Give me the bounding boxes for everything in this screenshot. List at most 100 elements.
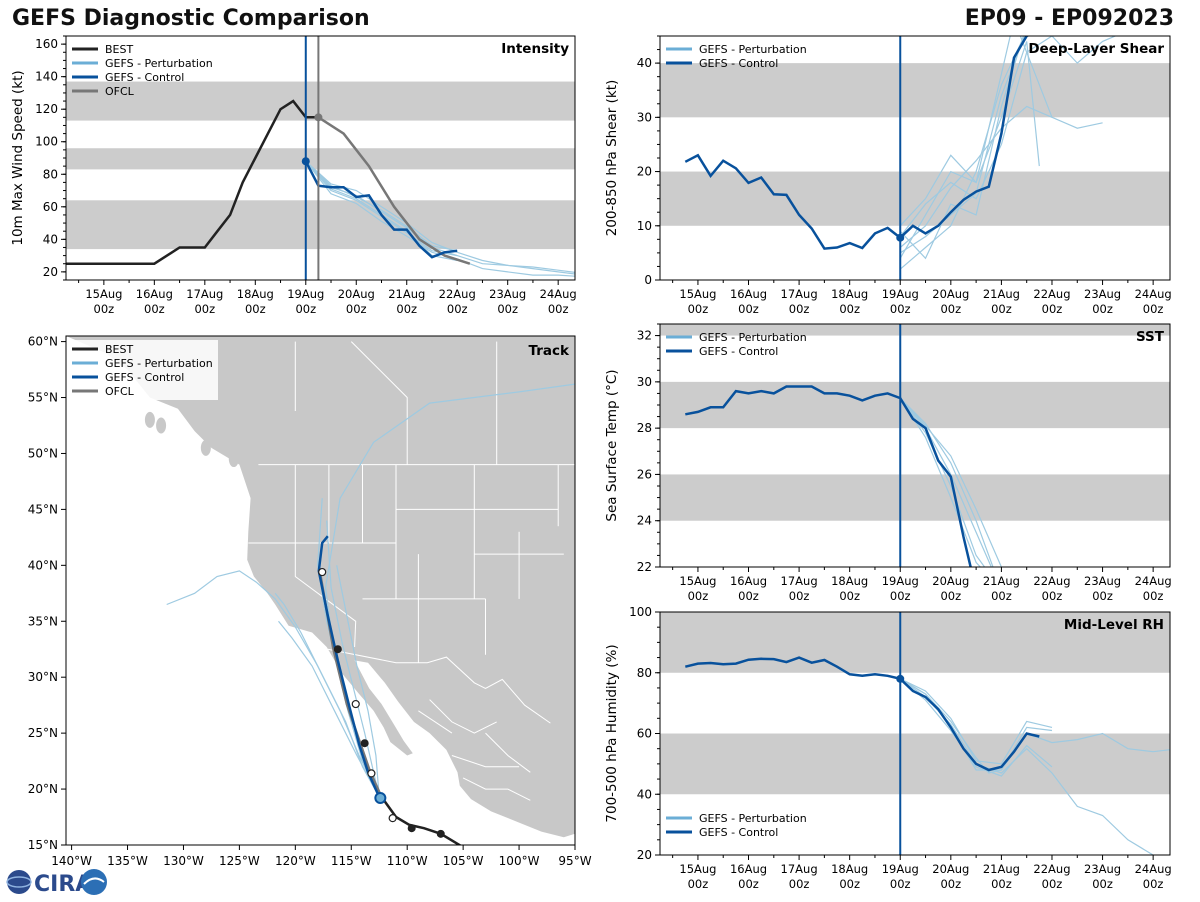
track-panel: 15°N 20°N 25°N 30°N 35°N 40°N 45°N 50°N 55°N 60°N… [28,335,592,868]
y-tick-label: 80 [637,666,652,680]
track-marker-filled [436,829,445,838]
x-tick-day: 16Aug [730,574,767,588]
x-tick-hour: 00z [688,877,709,891]
legend-label: GEFS - Control [699,826,778,839]
lon-tick-label: 95°W [558,854,591,868]
perturbation-track [324,383,575,798]
x-tick-hour: 00z [447,302,468,316]
shaded-band [660,612,1170,673]
y-axis-label: 700-500 hPa Humidity (%) [604,644,620,822]
control-line [685,656,1040,772]
legend-label: GEFS - Perturbation [699,812,807,825]
legend-label: GEFS - Control [699,345,778,358]
lat-tick-label: 55°N [28,391,58,405]
best-line [66,99,319,265]
x-tick-hour: 00z [1042,589,1063,603]
x-tick-hour: 00z [991,589,1012,603]
shaded-band [660,474,1170,521]
x-tick-day: 15Aug [85,287,122,301]
x-tick-day: 18Aug [831,574,868,588]
lon-tick-label: 140°W [51,854,92,868]
panel-title: SST [1136,329,1165,345]
political-border [462,777,531,801]
track-marker-filled [333,645,342,654]
panel-title: Deep-Layer Shear [1028,41,1164,57]
x-tick-hour: 00z [194,302,215,316]
legend-label: GEFS - Perturbation [699,331,807,344]
storm-id: EP09 - EP092023 [964,6,1174,31]
cira-globe-icon [7,870,31,894]
perturbation-line [899,397,994,567]
x-tick-day: 17Aug [186,287,223,301]
x-tick-day: 20Aug [932,574,969,588]
y-tick-label: 0 [644,273,652,287]
perturbation-line [899,36,1024,260]
axes-frame [659,323,1171,568]
x-tick-hour: 00z [1143,877,1164,891]
perturbation-line [899,678,1053,771]
best-track [380,796,462,845]
x-tick-hour: 00z [295,302,316,316]
x-tick-day: 21Aug [983,574,1020,588]
map-area [66,336,575,845]
x-tick-hour: 00z [940,589,961,603]
y-axis-label: 10m Max Wind Speed (kt) [10,70,26,245]
x-tick-hour: 00z [839,589,860,603]
lat-tick-label: 20°N [28,782,58,796]
lon-tick-label: 135°W [107,854,148,868]
perturbation-line [899,397,1002,567]
x-tick-hour: 00z [1092,589,1113,603]
lon-tick-label: 110°W [387,854,428,868]
x-tick-day: 21Aug [983,862,1020,876]
y-tick-label: 120 [35,102,58,116]
shear-panel: 01020304015Aug00z16Aug00z17Aug00z18Aug00… [604,35,1172,316]
perturbation-line [899,41,1040,227]
perturbation-line [899,36,1117,237]
legend-label: GEFS - Perturbation [105,357,213,370]
x-tick-hour: 00z [839,302,860,316]
legend-label: GEFS - Perturbation [699,43,807,56]
shaded-band [660,733,1170,795]
control-track [317,535,381,798]
political-border [429,699,497,734]
y-tick-label: 20 [637,848,652,862]
x-tick-hour: 00z [789,302,810,316]
y-tick-label: 32 [637,329,652,343]
lat-tick-label: 15°N [28,838,58,852]
perturbation-line [899,105,1053,248]
x-tick-day: 18Aug [237,287,274,301]
shaded-band [660,324,1170,336]
y-axis-label: Sea Surface Temp (°C) [604,369,620,521]
partner-badge-icon [81,869,107,895]
y-tick-label: 140 [35,70,58,84]
island [228,451,239,468]
x-tick-day: 15Aug [679,862,716,876]
perturbation-track [278,620,380,798]
shaded-band [66,148,575,170]
plot-area [685,385,1002,567]
x-tick-day: 19Aug [287,287,324,301]
perturbation-line [305,160,575,275]
x-tick-day: 20Aug [932,287,969,301]
lon-tick-label: 120°W [275,854,316,868]
x-tick-hour: 00z [890,877,911,891]
x-tick-day: 17Aug [781,287,818,301]
x-tick-hour: 00z [789,589,810,603]
track-marker-hollow [351,699,360,709]
track-marker-control [374,792,387,805]
y-tick-label: 40 [43,232,58,246]
x-tick-day: 21Aug [983,287,1020,301]
x-tick-hour: 00z [1092,877,1113,891]
sst-panel: 22242628303215Aug00z16Aug00z17Aug00z18Au… [604,323,1172,603]
x-tick-day: 24Aug [1135,862,1172,876]
ofcl-line [317,116,471,265]
x-tick-hour: 00z [1143,589,1164,603]
x-tick-day: 22Aug [1033,287,1070,301]
x-tick-day: 18Aug [831,862,868,876]
control-line [685,385,972,567]
y-axis-label: 200-850 hPa Shear (kt) [604,80,620,237]
x-tick-hour: 00z [991,877,1012,891]
panel-title: Track [529,343,570,359]
lat-tick-label: 35°N [28,614,58,628]
legend-label: BEST [105,43,133,56]
